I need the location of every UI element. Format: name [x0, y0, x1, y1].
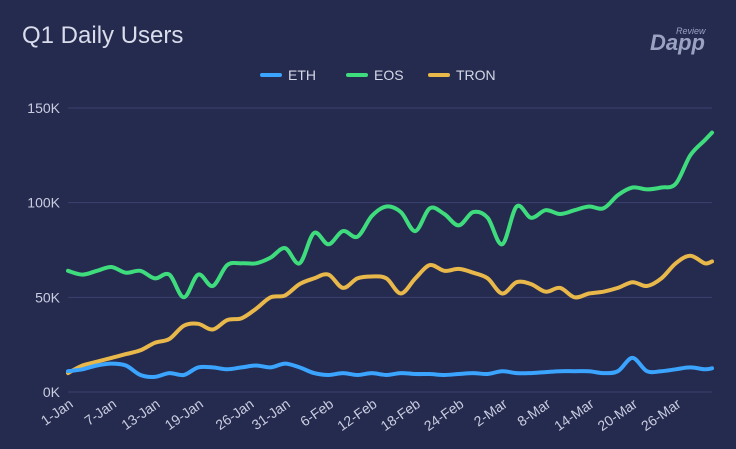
- x-tick-label: 26-Mar: [638, 395, 684, 434]
- x-tick-label: 2-Mar: [471, 395, 510, 429]
- x-tick-label: 19-Jan: [162, 395, 206, 433]
- legend-item-tron: TRON: [428, 67, 496, 83]
- series-lines: [66, 130, 714, 379]
- x-tick-label: 26-Jan: [212, 395, 256, 433]
- x-tick-label: 20-Mar: [595, 395, 641, 434]
- y-axis: 0K 50K 100K 150K: [27, 100, 60, 400]
- logo-big-text: Dapp: [650, 30, 705, 55]
- series-line-eth: [66, 355, 714, 379]
- legend: ETH EOS TRON: [260, 67, 496, 83]
- y-tick-label: 100K: [27, 195, 60, 211]
- logo: Review Dapp: [650, 26, 706, 55]
- x-tick-label: 8-Mar: [514, 395, 553, 429]
- x-tick-label: 1-Jan: [38, 395, 76, 428]
- x-tick-label: 12-Feb: [334, 395, 380, 434]
- x-tick-label: 13-Jan: [118, 395, 162, 433]
- x-tick-label: 7-Jan: [81, 395, 119, 428]
- y-tick-label: 0K: [43, 384, 61, 400]
- legend-item-eos: EOS: [346, 67, 404, 83]
- legend-label: TRON: [456, 67, 496, 83]
- x-tick-label: 31-Jan: [249, 395, 293, 433]
- logo-small-text: Review: [676, 26, 706, 36]
- legend-label: EOS: [374, 67, 404, 83]
- grid: [68, 107, 712, 393]
- x-tick-label: 14-Mar: [551, 395, 597, 434]
- legend-item-eth: ETH: [260, 67, 316, 83]
- x-tick-label: 24-Feb: [421, 395, 467, 434]
- y-tick-label: 50K: [35, 289, 61, 305]
- legend-label: ETH: [288, 67, 316, 83]
- chart-title: Q1 Daily Users: [22, 22, 183, 49]
- y-tick-label: 150K: [27, 100, 60, 116]
- x-tick-label: 6-Feb: [297, 395, 336, 429]
- series-line-tron: [66, 253, 714, 376]
- x-tick-label: 18-Feb: [378, 395, 424, 434]
- series-line-eos: [66, 130, 714, 300]
